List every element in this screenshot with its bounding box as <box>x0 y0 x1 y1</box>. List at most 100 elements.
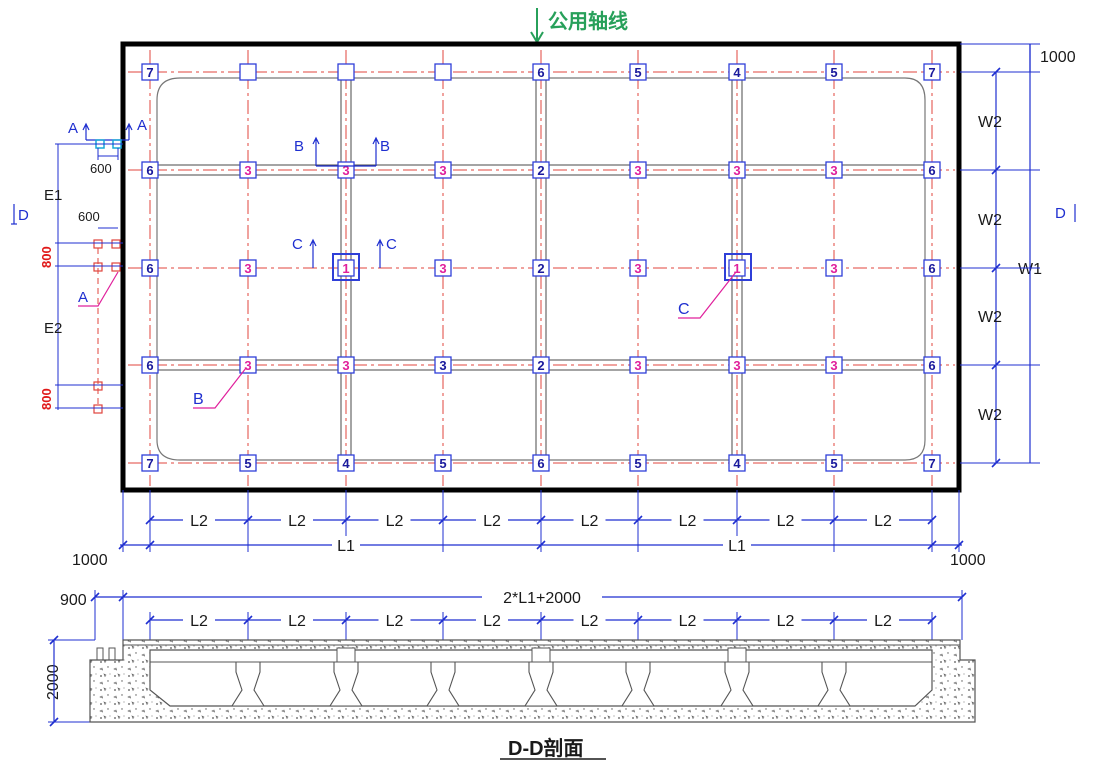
pile-marker: 7 <box>923 63 941 81</box>
section-pier <box>621 661 655 707</box>
l2-label: L2 <box>874 513 892 530</box>
svg-text:C: C <box>292 236 303 253</box>
pile-marker: 1 <box>337 259 355 277</box>
pile-marker-label: 3 <box>830 261 837 276</box>
l2-label: L2 <box>777 513 795 530</box>
pile-marker: 3 <box>629 161 647 179</box>
pile-marker: 3 <box>434 161 452 179</box>
pile-marker-label: 3 <box>244 261 251 276</box>
svg-text:1000: 1000 <box>950 552 986 569</box>
pile-marker: 6 <box>141 356 159 374</box>
pile-marker-label: 2 <box>537 163 544 178</box>
svg-text:A: A <box>137 117 147 134</box>
pile-marker: 5 <box>825 63 843 81</box>
svg-text:B: B <box>193 391 204 408</box>
svg-text:A: A <box>78 289 88 306</box>
pile-marker: 3 <box>337 356 355 374</box>
pit-outline <box>156 77 926 461</box>
pile-markers: 7 6 5 4 5 7 6 3 3 3 2 3 3 3 6 6 3 1 3 2 3 1 3 6 6 3 3 3 2 3 3 3 6 7 5 4 5 6 5 4… <box>141 63 941 472</box>
section-pier <box>720 661 754 707</box>
common-axis-header: 公用轴线 <box>530 8 628 44</box>
pile-marker-label: 3 <box>634 358 641 373</box>
pile-marker-label: 6 <box>928 358 935 373</box>
section-mark-b: B B <box>294 136 390 167</box>
pile-marker-label: 6 <box>146 358 153 373</box>
svg-text:D: D <box>1055 205 1066 222</box>
pile-marker: 3 <box>825 356 843 374</box>
pile-marker: 3 <box>337 161 355 179</box>
l1-label: L1 <box>728 538 746 555</box>
pile-marker: 6 <box>141 161 159 179</box>
pile-marker-label: 6 <box>146 163 153 178</box>
pile-marker-label: 7 <box>146 456 153 471</box>
e2-label: E2 <box>44 320 62 337</box>
top-offset-label: 1000 <box>1040 49 1076 66</box>
pile-marker: 3 <box>434 259 452 277</box>
pile-marker: 2 <box>532 356 550 374</box>
pile-marker: 2 <box>532 161 550 179</box>
svg-text:800: 800 <box>39 388 54 410</box>
svg-text:B: B <box>294 138 304 155</box>
l2-label: L2 <box>581 513 599 530</box>
section-left-offset: 900 <box>60 592 87 609</box>
pile-marker-label: 4 <box>733 65 741 80</box>
section-l2-label: L2 <box>190 613 208 630</box>
pile-marker-label: 6 <box>537 65 544 80</box>
column-cap-c1 <box>332 253 360 281</box>
pile-marker: 6 <box>532 454 550 472</box>
pile-marker: 5 <box>239 454 257 472</box>
pile-marker-label: 5 <box>439 456 446 471</box>
pile-marker: 5 <box>629 63 647 81</box>
pile-marker: 6 <box>923 259 941 277</box>
pile-marker: 6 <box>141 259 159 277</box>
pile-marker-label: 3 <box>634 163 641 178</box>
pile-marker-label: 2 <box>537 358 544 373</box>
svg-text:B: B <box>380 138 390 155</box>
svg-text:600: 600 <box>78 209 100 224</box>
section-pier <box>817 661 851 707</box>
pile-marker-label: 3 <box>830 163 837 178</box>
pile-marker-label: 5 <box>830 65 837 80</box>
section-pier <box>231 661 265 707</box>
pile-marker-label: 3 <box>733 358 740 373</box>
l1-label: L1 <box>337 538 355 555</box>
pile-marker-label: 5 <box>830 456 837 471</box>
pile-marker-label: 3 <box>342 358 349 373</box>
section-l2-label: L2 <box>386 613 404 630</box>
pile-marker-label: 3 <box>439 163 446 178</box>
e1-label: E1 <box>44 187 62 204</box>
w2-label: W2 <box>978 114 1002 131</box>
common-axis-label: 公用轴线 <box>548 9 628 33</box>
pile-marker-label: 5 <box>634 65 641 80</box>
section-total-label: 2*L1+2000 <box>503 590 581 607</box>
svg-text:C: C <box>386 236 397 253</box>
pile-marker-label: 3 <box>439 358 446 373</box>
svg-text:1000: 1000 <box>72 552 108 569</box>
pile-marker: 3 <box>629 356 647 374</box>
pile-marker-label: 6 <box>928 261 935 276</box>
pile-marker: 3 <box>239 259 257 277</box>
section-mark-c: C C <box>292 236 397 268</box>
section-mark-d-right: D <box>1055 204 1076 222</box>
section-l2-label: L2 <box>777 613 795 630</box>
pile-marker <box>337 63 355 81</box>
leader-b: B <box>193 367 247 409</box>
pile-marker-label: 3 <box>342 163 349 178</box>
pile-marker: 3 <box>825 161 843 179</box>
pile-marker: 3 <box>239 356 257 374</box>
pile-marker-label: 3 <box>830 358 837 373</box>
pile-marker: 3 <box>825 259 843 277</box>
pile-marker-label: 3 <box>244 358 251 373</box>
section-l2-label: L2 <box>288 613 306 630</box>
svg-text:A: A <box>68 120 78 137</box>
column-cap-c2 <box>724 253 752 281</box>
pile-marker: 3 <box>728 161 746 179</box>
pile-marker: 4 <box>337 454 355 472</box>
pile-marker: 5 <box>434 454 452 472</box>
pile-marker-label: 3 <box>634 261 641 276</box>
pile-marker <box>239 63 257 81</box>
w2-label: W2 <box>978 309 1002 326</box>
pile-marker-label: 1 <box>733 261 740 276</box>
